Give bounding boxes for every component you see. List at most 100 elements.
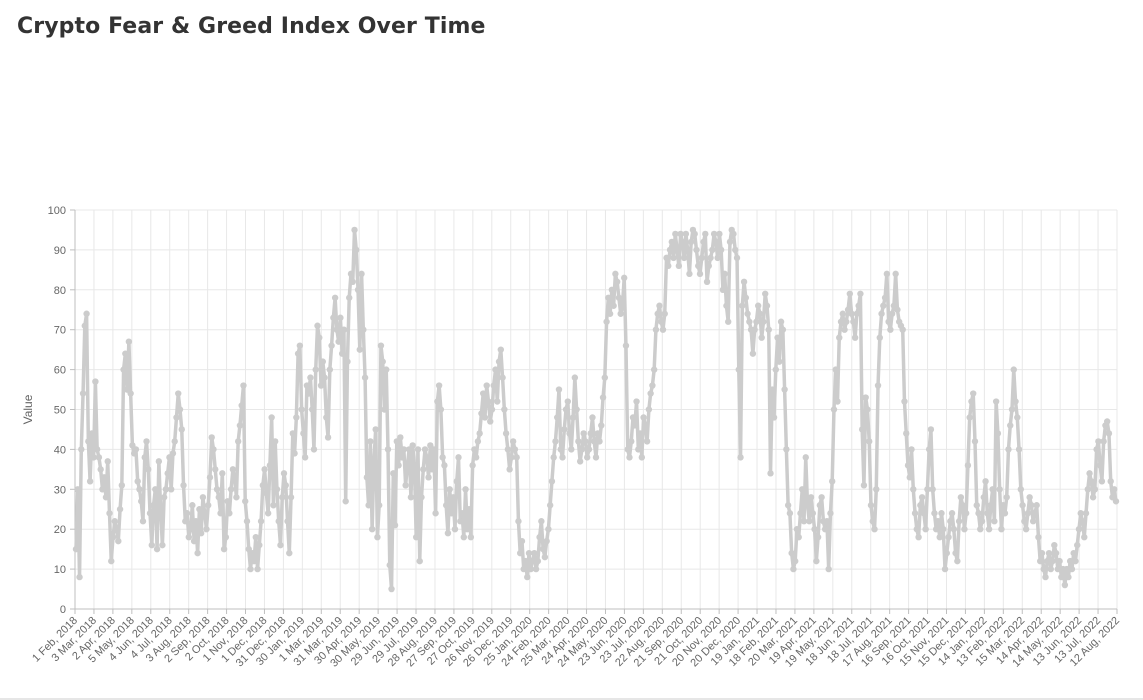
- data-point[interactable]: [677, 230, 684, 238]
- data-point[interactable]: [83, 310, 90, 317]
- data-point[interactable]: [1065, 573, 1072, 581]
- data-point[interactable]: [305, 390, 312, 397]
- data-point[interactable]: [1022, 526, 1030, 533]
- data-point[interactable]: [647, 390, 654, 397]
- data-point[interactable]: [999, 502, 1007, 509]
- data-point[interactable]: [309, 406, 316, 413]
- data-point[interactable]: [321, 374, 328, 381]
- data-point[interactable]: [86, 478, 94, 485]
- data-point[interactable]: [194, 549, 201, 557]
- data-point[interactable]: [501, 406, 508, 413]
- data-point[interactable]: [867, 502, 875, 509]
- data-point[interactable]: [1058, 573, 1065, 581]
- data-point[interactable]: [529, 557, 536, 565]
- data-point[interactable]: [594, 430, 601, 437]
- data-point[interactable]: [481, 414, 489, 421]
- data-point[interactable]: [1014, 414, 1021, 421]
- data-point[interactable]: [524, 573, 531, 581]
- data-point[interactable]: [735, 366, 742, 373]
- data-point[interactable]: [455, 454, 462, 461]
- data-point[interactable]: [467, 533, 475, 541]
- data-point[interactable]: [948, 510, 956, 517]
- data-point[interactable]: [464, 526, 471, 533]
- data-point[interactable]: [645, 406, 653, 413]
- data-point[interactable]: [88, 430, 96, 437]
- data-point[interactable]: [152, 486, 159, 493]
- data-point[interactable]: [536, 533, 543, 541]
- data-point[interactable]: [631, 422, 638, 429]
- data-point[interactable]: [770, 414, 778, 421]
- data-point[interactable]: [971, 438, 979, 445]
- data-point[interactable]: [101, 474, 108, 481]
- data-point[interactable]: [885, 318, 892, 325]
- data-point[interactable]: [881, 294, 889, 301]
- data-point[interactable]: [679, 238, 686, 246]
- data-point[interactable]: [922, 526, 929, 533]
- data-point[interactable]: [134, 478, 141, 485]
- data-point[interactable]: [622, 342, 630, 349]
- data-point[interactable]: [518, 537, 526, 545]
- data-point[interactable]: [437, 406, 445, 413]
- data-point[interactable]: [252, 533, 259, 541]
- data-point[interactable]: [1056, 557, 1063, 565]
- data-point[interactable]: [1112, 498, 1120, 505]
- data-point[interactable]: [591, 438, 598, 445]
- data-point[interactable]: [628, 438, 635, 445]
- data-point[interactable]: [361, 374, 369, 381]
- data-point[interactable]: [1021, 518, 1028, 525]
- data-point[interactable]: [363, 474, 371, 481]
- data-point[interactable]: [446, 486, 453, 493]
- data-point[interactable]: [934, 518, 942, 525]
- data-point[interactable]: [654, 310, 661, 317]
- data-point[interactable]: [864, 406, 871, 413]
- data-point[interactable]: [81, 322, 89, 329]
- data-point[interactable]: [150, 502, 157, 509]
- data-point[interactable]: [892, 270, 899, 278]
- data-point[interactable]: [1044, 557, 1051, 565]
- data-point[interactable]: [280, 470, 288, 477]
- data-point[interactable]: [707, 254, 714, 262]
- data-point[interactable]: [554, 414, 561, 421]
- data-point[interactable]: [571, 374, 579, 381]
- data-point[interactable]: [851, 334, 859, 341]
- data-point[interactable]: [531, 549, 538, 557]
- data-point[interactable]: [367, 438, 374, 445]
- data-point[interactable]: [860, 482, 868, 489]
- data-point[interactable]: [717, 246, 725, 254]
- data-point[interactable]: [975, 510, 982, 517]
- data-point[interactable]: [1111, 486, 1118, 493]
- data-point[interactable]: [855, 302, 862, 309]
- data-point[interactable]: [409, 442, 416, 449]
- data-point[interactable]: [1086, 470, 1093, 477]
- data-point[interactable]: [384, 446, 392, 453]
- data-point[interactable]: [425, 474, 432, 481]
- data-point[interactable]: [809, 510, 817, 517]
- data-point[interactable]: [1003, 494, 1010, 501]
- data-point[interactable]: [444, 529, 452, 537]
- data-point[interactable]: [691, 230, 698, 238]
- data-point[interactable]: [772, 366, 779, 373]
- data-point[interactable]: [254, 565, 261, 573]
- data-point[interactable]: [240, 382, 247, 389]
- data-point[interactable]: [356, 346, 363, 353]
- data-point[interactable]: [479, 390, 487, 397]
- data-point[interactable]: [180, 482, 187, 489]
- data-point[interactable]: [120, 366, 127, 373]
- data-point[interactable]: [649, 382, 656, 389]
- data-point[interactable]: [534, 557, 542, 565]
- data-point[interactable]: [650, 366, 658, 373]
- data-point[interactable]: [157, 506, 164, 513]
- data-point[interactable]: [497, 346, 505, 353]
- data-point[interactable]: [552, 438, 559, 445]
- data-point[interactable]: [294, 350, 302, 357]
- data-point[interactable]: [834, 398, 841, 405]
- data-point[interactable]: [296, 342, 304, 349]
- data-point[interactable]: [797, 510, 804, 517]
- data-point[interactable]: [317, 382, 325, 389]
- data-point[interactable]: [226, 510, 233, 517]
- data-point[interactable]: [143, 438, 150, 445]
- data-point[interactable]: [219, 470, 226, 477]
- data-point[interactable]: [830, 406, 838, 413]
- data-point[interactable]: [941, 565, 949, 573]
- data-point[interactable]: [282, 482, 289, 489]
